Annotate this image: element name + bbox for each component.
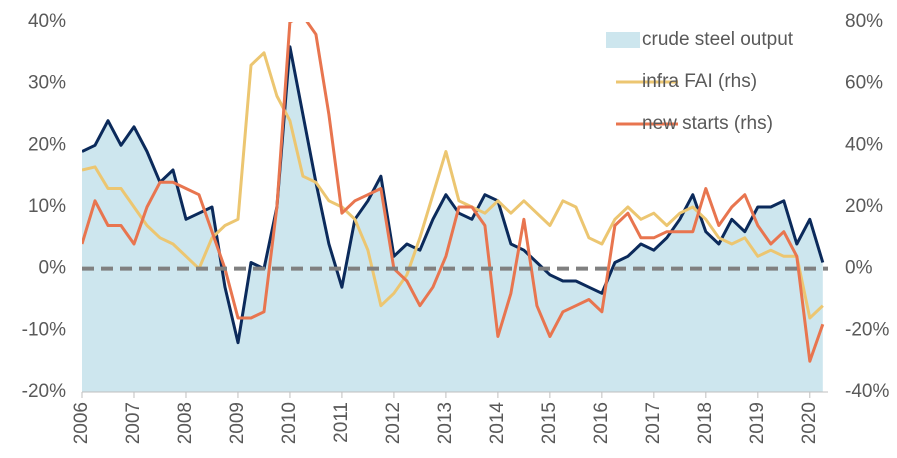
y-tick-label: 40%	[28, 11, 66, 32]
x-tick-label: 2012	[383, 402, 404, 444]
y2-tick-label: -40%	[845, 381, 889, 402]
line	[82, 22, 825, 363]
x-tick-label: 2010	[279, 402, 300, 444]
x-tick-label: 2008	[175, 402, 196, 444]
plot-area	[82, 22, 825, 392]
x-tick-label: 2011	[331, 402, 352, 443]
x-tick-label: 2019	[747, 402, 768, 444]
x-tick-label: 2006	[71, 402, 92, 444]
y-tick-label: -20%	[22, 381, 66, 402]
y2-tick-label: 40%	[845, 134, 883, 155]
x-tick-label: 2015	[539, 402, 560, 444]
y-tick-label: 20%	[28, 134, 66, 155]
y-tick-label: 30%	[28, 73, 66, 94]
x-tick-label: 2013	[435, 402, 456, 444]
y-tick-label: 10%	[28, 196, 66, 217]
y2-tick-label: 80%	[845, 11, 883, 32]
legend-swatch	[606, 32, 640, 48]
area	[82, 46, 823, 392]
x-tick-label: 2017	[643, 402, 664, 444]
x-tick-label: 2020	[799, 402, 820, 444]
legend-label: infra FAI (rhs)	[642, 71, 757, 92]
y-tick-label: -10%	[22, 319, 66, 340]
x-tick-label: 2018	[695, 402, 716, 444]
y2-tick-label: 20%	[845, 196, 883, 217]
x-tick-label: 2014	[487, 402, 508, 445]
x-tick-label: 2007	[123, 402, 144, 444]
x-tick-label: 2009	[227, 402, 248, 444]
y2-tick-label: 0%	[845, 258, 873, 279]
legend-label: crude steel output	[642, 29, 794, 50]
y2-tick-label: 60%	[845, 73, 883, 94]
y-tick-label: 0%	[39, 258, 67, 279]
legend-label: new starts (rhs)	[642, 113, 773, 134]
x-tick-label: 2016	[591, 402, 612, 444]
y2-tick-label: -20%	[845, 319, 889, 340]
